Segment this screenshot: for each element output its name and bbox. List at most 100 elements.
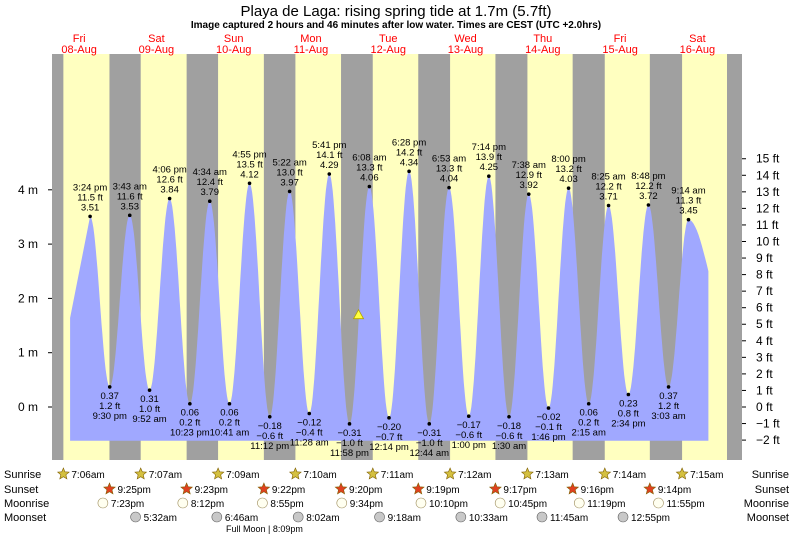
day-date: 14-Aug	[525, 44, 560, 56]
current-tide-marker	[352, 308, 365, 320]
tide-extreme-dot	[507, 414, 511, 419]
tide-extreme-dot	[107, 385, 112, 389]
tide-label: −1.0 ft	[336, 438, 363, 449]
moonrise-row-label-right: Moonrise	[744, 498, 789, 510]
moonset-time: 8:02am	[306, 513, 339, 524]
y-right-tick-label: 10 ft	[756, 234, 780, 248]
tide-label: 11.6 ft	[117, 191, 143, 202]
tide-label: 8:25 am	[591, 172, 625, 183]
tide-label: −0.6 ft	[455, 430, 482, 441]
tide-label: 11.5 ft	[77, 192, 103, 203]
tide-extreme-dot	[586, 401, 591, 406]
y-right-tick-label: 14 ft	[756, 168, 780, 182]
sunset-time: 9:22pm	[272, 485, 305, 496]
tide-label: 10:23 pm	[170, 428, 210, 439]
moonrise-icon	[336, 497, 348, 509]
tide-label: 4.29	[320, 160, 339, 171]
tide-label: 3.51	[81, 202, 100, 213]
tide-label: 1.0 ft	[139, 404, 160, 415]
tide-label: 13.5 ft	[236, 159, 263, 170]
moonset-time: 11:45am	[550, 513, 588, 524]
tide-label: 4.03	[559, 174, 578, 185]
tide-extreme-dot	[88, 214, 92, 219]
tide-label: 1:46 pm	[531, 432, 565, 443]
tide-label: 12.9 ft	[516, 170, 543, 181]
sunset-icon	[643, 482, 657, 495]
day-date: 16-Aug	[680, 44, 715, 56]
y-right-tick-label: 11 ft	[756, 218, 779, 232]
day-of-week: Wed	[454, 33, 476, 45]
moonrise-icon	[494, 497, 506, 509]
sunset-icon	[257, 482, 271, 495]
tide-label: 0.2 ft	[578, 418, 599, 429]
tide-label: 7:14 pm	[472, 142, 506, 153]
y-right-tick-label: 15 ft	[756, 152, 780, 166]
tide-label: 3:43 am	[113, 181, 147, 192]
tide-label: 3:24 pm	[73, 182, 107, 193]
tide-label: 4:55 pm	[232, 149, 266, 160]
sunrise-time: 7:14am	[613, 470, 646, 481]
moonrise-icon	[177, 497, 189, 509]
tide-label: 3.53	[120, 201, 139, 212]
tide-label: 8:00 pm	[551, 154, 585, 165]
moonrise-time: 9:34pm	[350, 499, 383, 510]
sunset-row-label-right: Sunset	[755, 484, 789, 496]
moonset-row-label-left: Moonset	[4, 512, 46, 524]
tide-label: 5:22 am	[272, 157, 306, 168]
tide-label: −0.20	[377, 422, 401, 433]
tide-label: 0.37	[659, 391, 678, 402]
tide-area	[70, 171, 709, 441]
tide-label: 1:30 am	[492, 441, 526, 452]
tide-label: 0.06	[579, 408, 598, 419]
day-of-week: Mon	[300, 33, 321, 45]
tide-label: 10:41 am	[210, 428, 250, 439]
tide-extreme-dot	[566, 186, 571, 190]
moonrise-row-label-left: Moonrise	[4, 498, 49, 510]
sunrise-time: 7:15am	[690, 470, 723, 481]
tide-extreme-dot	[188, 401, 192, 406]
axes: 0 m 1 m 2 m 3 m 4 m −2 ft −1 ft 0 ft 1 ft 2 ft 3 f…	[18, 152, 780, 447]
tide-label: 13.3 ft	[356, 163, 383, 174]
moonrise-time: 8:55pm	[270, 499, 303, 510]
tide-label: 4:34 am	[193, 167, 227, 178]
sunset-time: 9:19pm	[426, 485, 459, 496]
y-right-tick-label: 2 ft	[756, 367, 773, 381]
tide-label: 3.97	[280, 177, 299, 188]
tide-extreme-dot	[447, 185, 451, 190]
tide-extreme-dot	[466, 414, 471, 419]
day-headers: Fri08-AugSat09-AugSun10-AugMon11-AugTue1…	[61, 33, 715, 56]
tide-label: 0.06	[220, 408, 239, 419]
tide-extreme-dot	[686, 217, 691, 222]
tide-label: −0.31	[417, 428, 441, 439]
tide-label: 12:14 pm	[369, 442, 409, 453]
tide-extreme-dot	[367, 184, 372, 189]
tide-label: 3.92	[520, 180, 539, 191]
tide-label: 0.8 ft	[618, 409, 639, 420]
y-right-tick-label: 1 ft	[756, 383, 773, 397]
tide-extreme-dot	[646, 203, 651, 207]
tide-label: 6:08 am	[352, 153, 386, 164]
tide-label: −0.02	[536, 412, 560, 423]
sunrise-time: 7:07am	[149, 470, 182, 481]
sunrise-row-label-left: Sunrise	[4, 469, 41, 481]
tide-label: −0.6 ft	[496, 431, 523, 442]
tide-label: 4.06	[360, 173, 379, 184]
day-of-week: Thu	[533, 33, 552, 45]
y-left-tick-label: 3 m	[18, 237, 38, 251]
tide-label: 13.3 ft	[436, 164, 463, 175]
tide-label: 13.0 ft	[276, 167, 303, 178]
y-left-tick-label: 1 m	[18, 346, 38, 360]
full-moon-note: Full Moon | 8:09pm	[226, 524, 303, 534]
tide-label: −0.4 ft	[296, 428, 323, 439]
tide-label: 8:48 pm	[631, 171, 665, 182]
tide-label: 2:15 am	[572, 428, 606, 439]
day-of-week: Sat	[148, 33, 165, 45]
sunset-icon	[566, 482, 580, 495]
moonset-icon	[455, 511, 467, 523]
tide-label: 1.2 ft	[99, 401, 120, 412]
tide-extreme-dot	[147, 388, 152, 392]
y-right-tick-label: 3 ft	[756, 350, 773, 364]
day-date: 11-Aug	[294, 44, 329, 56]
sunset-icon	[180, 482, 194, 495]
